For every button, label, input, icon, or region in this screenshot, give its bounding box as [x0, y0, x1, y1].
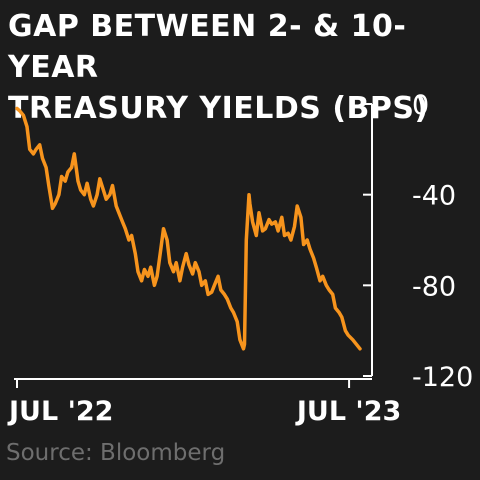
- chart-series: [15, 106, 362, 351]
- series-line: [15, 106, 362, 351]
- chart-title: GAP BETWEEN 2- & 10-YEAR TREASURY YIELDS…: [8, 6, 468, 129]
- y-tick-label: 0: [412, 90, 429, 121]
- y-tick-label: -120: [412, 362, 473, 393]
- source-note: Source: Bloomberg: [6, 440, 226, 466]
- chart-tick-labels: 0 -40 -80 -120 JUL '22 JUL '23: [7, 90, 473, 427]
- chart-title-line-2: TREASURY YIELDS (BPS): [8, 91, 429, 126]
- chart-axes: [14, 103, 373, 388]
- x-tick-label: JUL '22: [7, 396, 113, 427]
- y-tick-label: -80: [412, 271, 456, 302]
- y-tick-label: -40: [412, 181, 456, 212]
- chart-title-line-1: GAP BETWEEN 2- & 10-YEAR: [8, 9, 407, 85]
- x-tick-label: JUL '23: [295, 396, 401, 427]
